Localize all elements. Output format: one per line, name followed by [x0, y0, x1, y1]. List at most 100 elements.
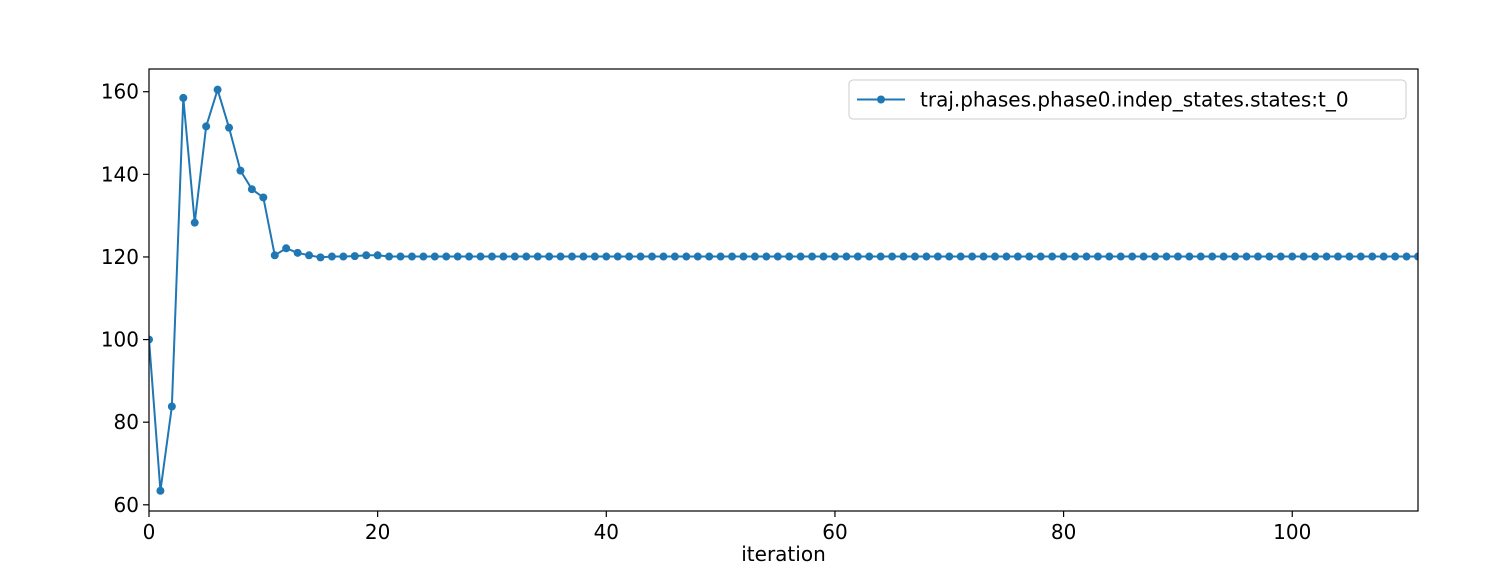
- data-point: [259, 193, 268, 202]
- series-group: [149, 85, 1418, 495]
- data-point: [1242, 252, 1251, 261]
- data-point: [487, 252, 496, 261]
- data-point: [1116, 252, 1125, 261]
- y-tick-label: 160: [101, 80, 139, 104]
- data-point: [442, 252, 451, 261]
- x-axis-title: iteration: [741, 542, 826, 566]
- data-point: [979, 252, 988, 261]
- data-point: [305, 251, 314, 260]
- data-point: [1356, 252, 1365, 261]
- data-point: [1208, 252, 1217, 261]
- x-tick-label: 40: [594, 520, 619, 544]
- data-point: [716, 252, 725, 261]
- data-point: [739, 252, 748, 261]
- data-point: [1196, 252, 1205, 261]
- data-point: [350, 252, 359, 261]
- data-point: [853, 252, 862, 261]
- y-tick-label: 140: [101, 162, 139, 186]
- data-point: [1253, 252, 1262, 261]
- data-point: [705, 252, 714, 261]
- data-point: [1048, 252, 1057, 261]
- x-tick-label: 60: [822, 520, 847, 544]
- data-point: [728, 252, 737, 261]
- legend-box: [848, 79, 1407, 120]
- data-point: [1059, 252, 1068, 261]
- data-point: [876, 252, 885, 261]
- data-point: [1299, 252, 1308, 261]
- data-point: [613, 252, 622, 261]
- data-point: [453, 252, 462, 261]
- data-point: [968, 252, 977, 261]
- data-point: [956, 252, 965, 261]
- data-point: [1391, 252, 1400, 261]
- data-point: [499, 252, 508, 261]
- data-point: [385, 252, 394, 261]
- data-point: [602, 252, 611, 261]
- data-point: [1402, 252, 1411, 261]
- axes-frame: [148, 68, 1419, 512]
- data-point: [465, 252, 474, 261]
- series-line-0: [149, 88, 1418, 492]
- data-point: [533, 252, 542, 261]
- data-point: [1219, 252, 1228, 261]
- data-point: [1185, 252, 1194, 261]
- plot-area: [149, 85, 1418, 495]
- x-tick-label: 80: [1051, 520, 1076, 544]
- data-point: [648, 252, 657, 261]
- data-point: [590, 252, 599, 261]
- data-point: [556, 252, 565, 261]
- legend: traj.phases.phase0.indep_states.states:t…: [848, 79, 1407, 120]
- data-point: [796, 252, 805, 261]
- data-point: [522, 252, 531, 261]
- data-point: [247, 185, 256, 194]
- data-point: [1345, 252, 1354, 261]
- data-point: [179, 93, 188, 102]
- data-point: [750, 252, 759, 261]
- x-tick-label: 20: [365, 520, 390, 544]
- data-point: [1379, 252, 1388, 261]
- data-point: [842, 252, 851, 261]
- data-point: [1082, 252, 1091, 261]
- data-point: [190, 218, 199, 227]
- data-point: [1265, 252, 1274, 261]
- data-point: [762, 252, 771, 261]
- data-point: [670, 252, 679, 261]
- legend-label: traj.phases.phase0.indep_states.states:t…: [920, 88, 1349, 112]
- data-point: [1025, 252, 1034, 261]
- data-point: [1173, 252, 1182, 261]
- data-point: [396, 252, 405, 261]
- data-point: [316, 253, 325, 262]
- x-tick-label: 100: [1273, 520, 1311, 544]
- data-point: [362, 251, 371, 260]
- data-point: [910, 252, 919, 261]
- data-point: [339, 252, 348, 261]
- data-point: [1071, 252, 1080, 261]
- data-point: [888, 252, 897, 261]
- data-point: [1322, 252, 1331, 261]
- axes: 0 20 40 60 80 100 60 80 100 120 140 160: [101, 68, 1419, 544]
- data-point: [407, 252, 416, 261]
- data-point: [293, 248, 302, 257]
- data-point: [945, 252, 954, 261]
- data-point: [1013, 252, 1022, 261]
- data-point: [225, 123, 234, 132]
- data-point: [579, 252, 588, 261]
- data-point: [899, 252, 908, 261]
- data-point: [327, 252, 336, 261]
- data-point: [1414, 252, 1418, 261]
- data-point: [202, 122, 211, 131]
- data-point: [933, 252, 942, 261]
- y-tick-label: 80: [114, 410, 139, 434]
- y-tick-label: 100: [101, 328, 139, 352]
- data-point: [773, 252, 782, 261]
- data-point: [430, 252, 439, 261]
- data-point: [213, 85, 222, 94]
- data-point: [1368, 252, 1377, 261]
- data-point: [1276, 252, 1285, 261]
- data-point: [419, 252, 428, 261]
- data-point: [991, 252, 999, 261]
- data-point: [1139, 252, 1148, 261]
- data-point: [636, 252, 645, 261]
- data-point: [167, 402, 176, 411]
